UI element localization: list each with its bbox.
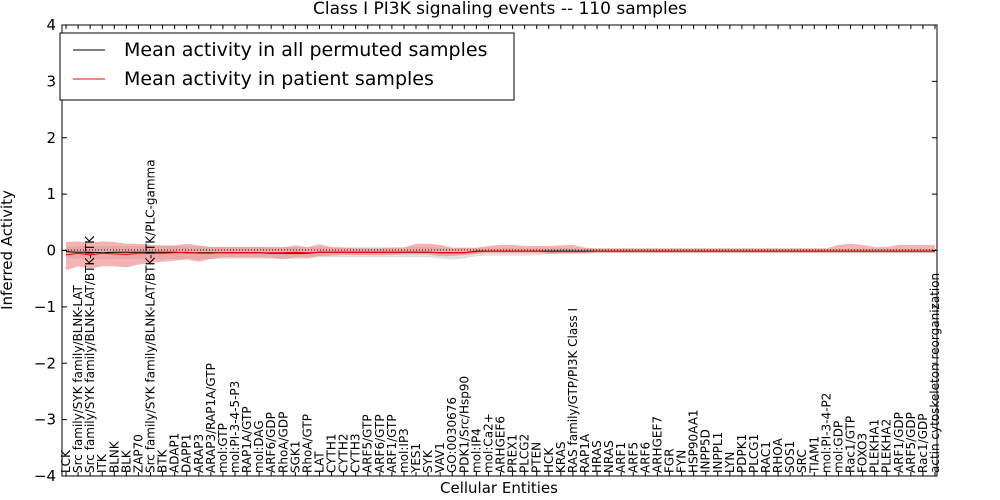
- x-tick-label: YES1: [409, 443, 423, 474]
- band-patient: [66, 241, 935, 271]
- legend-box: [59, 32, 515, 101]
- x-tick-label: ZAP70: [131, 434, 145, 473]
- x-tick-label: ADAP1: [168, 433, 182, 473]
- series-line-patient: [65, 250, 935, 256]
- x-tick-label: PLEKHA1: [868, 419, 882, 473]
- x-axis-label: Cellular Entities: [440, 479, 558, 497]
- x-tick-label: TIAM1: [807, 436, 821, 474]
- x-tick-label: CYTH2: [337, 434, 351, 474]
- x-tick-label: BTK: [156, 448, 170, 473]
- x-tick-label: PLCG1: [747, 434, 761, 473]
- x-tick-label: Rac1/GTP: [844, 416, 858, 473]
- x-tick-label: mol:IP3: [397, 428, 411, 473]
- y-tick-label: −4: [34, 467, 56, 485]
- zero-reference-lines: [62, 249, 937, 251]
- x-tick-label: ARF6: [638, 442, 652, 473]
- x-tick-label: ARAP3: [192, 434, 206, 473]
- x-tick-label: ARAP3/RAP1A/GTP: [204, 363, 218, 473]
- x-tick-label: PTEN: [530, 442, 544, 473]
- y-tick-label: −3: [34, 411, 56, 429]
- x-tick-label: mol:Ca2+: [481, 413, 495, 473]
- x-tick-label: SOS1: [783, 441, 797, 473]
- x-tick-label: actin cytoskeleton reorganization: [928, 273, 942, 473]
- x-tick-label: VAV1: [433, 442, 447, 473]
- x-tick-label: LYN: [723, 452, 737, 473]
- y-tick-label: −1: [34, 298, 56, 316]
- x-tick-label: ARF1/GDP: [892, 412, 906, 473]
- y-tick-label: 2: [46, 129, 56, 147]
- x-tick-label: RHOA: [771, 437, 785, 473]
- x-tick-label: INPP5D: [699, 429, 713, 473]
- x-tick-label: ARF5/GTP: [361, 414, 375, 473]
- legend: Mean activity in all permuted samples Me…: [59, 32, 515, 101]
- x-tick-label: FYN: [675, 450, 689, 473]
- x-tick-label: ARF5: [626, 442, 640, 473]
- x-tick-label: RAS family/GTP/PI3K Class I: [566, 308, 580, 473]
- x-tick-label: INPPL1: [711, 432, 725, 473]
- x-tick-label: PREX1: [506, 434, 520, 473]
- x-tick-label: Src family/SYK family/BLNK-LAT/BTK-ITK: [83, 235, 97, 473]
- x-tick-label: mol:GDP: [831, 421, 845, 473]
- x-tick-label: RhoA/GTP: [300, 414, 314, 473]
- x-tick-label: BLNK: [107, 440, 121, 473]
- x-tick-label: PLEKHA2: [880, 419, 894, 473]
- x-tick-label: HRAS: [590, 440, 604, 473]
- x-tick-label: mol:PI-3-4-5-P3: [228, 381, 242, 473]
- x-tick-label: Src family/SYK family/BLNK-LAT: [71, 284, 85, 473]
- x-tick-label: RhoA/GDP: [276, 412, 290, 473]
- x-tick-label: Src family/SYK family/BLNK-LAT/BTK-ITK/P…: [144, 159, 158, 473]
- x-tick-label: CYTH1: [325, 434, 339, 474]
- x-tick-label: NRAS: [602, 440, 616, 473]
- x-tick-label: HSP90AA1: [687, 409, 701, 473]
- x-tick-label: PDPK1: [735, 434, 749, 473]
- x-tick-label: HCK: [542, 447, 556, 473]
- x-tick-label: RAP1A/GTP: [240, 406, 254, 473]
- x-tick-label: LAT: [313, 451, 327, 473]
- y-tick-label: 0: [46, 242, 56, 260]
- x-tick-label: GO:0030676: [445, 397, 459, 473]
- x-tick-label: SRC: [795, 449, 809, 473]
- y-tick-label: 3: [46, 72, 56, 90]
- x-tick-label: FOXO3: [856, 433, 870, 473]
- y-axis-label: Inferred Activity: [0, 190, 16, 310]
- x-tick-label: mol:PI-3-4-P2: [819, 393, 833, 473]
- x-tick-label: PLCG2: [518, 434, 532, 473]
- confidence-bands: [66, 241, 935, 271]
- x-tick-label: LCK: [59, 449, 73, 473]
- x-tick-label: ARF1/GTP: [385, 414, 399, 473]
- x-tick-label: Rac1/GDP: [916, 414, 930, 473]
- x-tick-label: mol:DAG: [252, 420, 266, 473]
- x-tick-label: KRAS: [554, 441, 568, 473]
- x-tick-label: mol:IP4: [469, 428, 483, 473]
- y-tick-label: 1: [46, 185, 56, 203]
- chart-title: Class I PI3K signaling events -- 110 sam…: [313, 0, 687, 19]
- y-axis-ticks: 4 3 2 1 0 −1 −2 −3 −4: [34, 16, 937, 485]
- y-tick-label: 4: [46, 16, 56, 34]
- x-tick-label: DAPP1: [180, 434, 194, 473]
- x-tick-label: FGR: [663, 448, 677, 473]
- x-tick-label: mol:GTP: [216, 423, 230, 473]
- x-tick-label: PDK1/Src/Hsp90: [457, 376, 471, 473]
- x-tick-label: ARF1: [614, 442, 628, 473]
- x-tick-label: SYK: [421, 449, 435, 473]
- x-tick-label: BLK: [119, 449, 133, 473]
- x-tick-label: ARF6/GDP: [264, 412, 278, 473]
- legend-label-patient: Mean activity in patient samples: [124, 68, 434, 90]
- x-tick-label: RAC1: [759, 441, 773, 473]
- x-tick-label: ARF6/GTP: [373, 414, 387, 473]
- x-tick-label: ITK: [95, 453, 109, 473]
- x-tick-label: ARHGEF6: [494, 416, 508, 473]
- legend-label-permuted: Mean activity in all permuted samples: [124, 39, 487, 61]
- series-lines: [65, 250, 935, 256]
- x-tick-label: ARHGEF7: [650, 416, 664, 473]
- x-tick-label: RAP1A: [578, 433, 592, 473]
- x-tick-label: SGK1: [288, 441, 302, 473]
- y-tick-label: −2: [34, 354, 56, 372]
- x-tick-label: CYTH3: [349, 434, 363, 474]
- x-tick-label: ARF5/GDP: [904, 412, 918, 473]
